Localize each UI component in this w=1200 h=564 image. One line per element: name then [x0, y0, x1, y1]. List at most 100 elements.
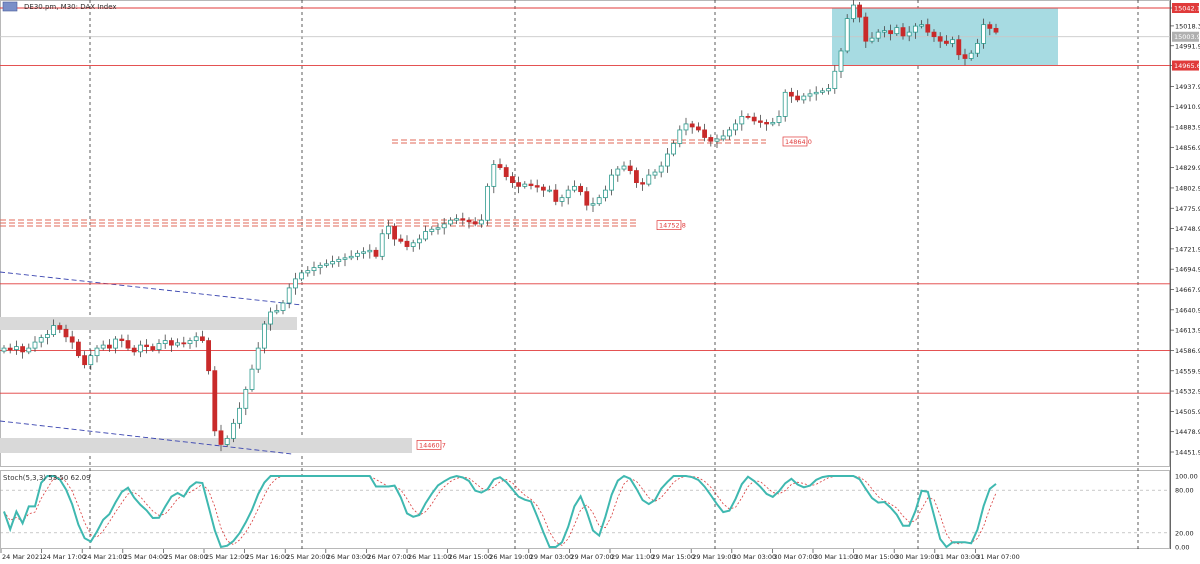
price-tick-label: 14586.9	[1175, 347, 1200, 355]
time-tick-label: 26 Mar 03:00	[327, 553, 370, 561]
candle-bull	[348, 255, 354, 259]
candle-bear	[460, 218, 466, 221]
candle-bull	[981, 24, 986, 44]
price-tick-label: 14694.9	[1175, 266, 1200, 274]
candle-bull	[813, 91, 819, 95]
candle-bear	[181, 342, 187, 345]
chart-title: DE30.pm, M30: DAX Index	[24, 3, 117, 11]
candle-bear	[956, 39, 962, 56]
candle-bull	[572, 185, 577, 191]
candle-bear	[795, 95, 800, 101]
candle-bear	[7, 347, 13, 351]
candle-bull	[894, 27, 900, 35]
price-tick-label: 14937.9	[1175, 83, 1200, 91]
price-tick-label: 14451.9	[1175, 449, 1200, 457]
candle-bull	[875, 31, 881, 39]
candle-bear	[937, 36, 943, 42]
candle-bull	[671, 143, 676, 155]
candle-bull	[88, 355, 94, 366]
candle-bull	[230, 422, 236, 439]
time-tick-label: 29 Mar 07:00	[570, 553, 613, 561]
time-tick-label: 29 Mar 19:00	[692, 553, 735, 561]
candle-bull	[51, 325, 56, 335]
time-tick-label: 24 Mar 2021	[2, 553, 43, 561]
candle-bear	[404, 240, 410, 247]
support-zone-lower	[0, 438, 412, 453]
candle-bear	[993, 27, 999, 33]
candle-bull	[832, 70, 838, 89]
stoch-tick-label: 80.00	[1175, 487, 1194, 495]
candle-bear	[627, 165, 633, 171]
stoch-signal-line	[3, 475, 997, 546]
level-price-labels: 14864.0 14752.8 14460.7	[416, 136, 812, 450]
time-tick-label: 31 Mar 07:00	[976, 553, 1019, 561]
candle-bull	[286, 287, 292, 304]
candle-bull	[491, 164, 497, 187]
candle-bull	[385, 225, 391, 235]
price-tag-text: 15042.1	[1174, 5, 1200, 13]
price-tick-label: 14505.9	[1175, 408, 1200, 416]
candle-bear	[150, 346, 156, 351]
candle-bear	[925, 24, 931, 33]
candle-bear	[76, 341, 81, 357]
price-tick-label: 14667.9	[1175, 286, 1200, 294]
price-tick-label: 14559.9	[1175, 367, 1200, 375]
candle-bull	[683, 123, 689, 131]
candle-bear	[119, 338, 125, 341]
time-tick-label: 24 Mar 21:00	[83, 553, 126, 561]
candle-bull	[323, 263, 329, 266]
time-tick-label: 30 Mar 11:00	[814, 553, 857, 561]
candle-bear	[758, 120, 763, 123]
candle-bull	[658, 165, 664, 173]
candle-bull	[137, 344, 143, 353]
candle-bear	[857, 4, 862, 18]
candle-bear	[168, 340, 174, 346]
candle-bull	[919, 24, 924, 27]
candle-bull	[906, 31, 912, 37]
candle-bull	[45, 334, 50, 338]
time-tick-label: 24 Mar 17:00	[43, 553, 86, 561]
candle-bear	[373, 249, 379, 257]
candle-bear	[509, 176, 515, 184]
candle-bull	[441, 223, 447, 229]
candle-bull	[968, 52, 974, 59]
candle-bear	[82, 355, 87, 366]
candle-bear	[696, 126, 701, 131]
candle-bear	[987, 24, 993, 29]
candle-bull	[770, 122, 776, 125]
candle-bull	[851, 4, 856, 20]
candle-bull	[485, 185, 491, 221]
price-tick-label: 14856.9	[1175, 144, 1200, 152]
candle-bear	[69, 336, 75, 343]
candle-bull	[423, 231, 429, 240]
candle-bull	[807, 93, 813, 97]
candle-bear	[20, 346, 26, 353]
candle-bull	[559, 197, 565, 202]
level-label-text: 14460.7	[419, 441, 446, 449]
current-price-tag	[1172, 31, 1199, 42]
stoch-tick-label: 100.00	[1175, 473, 1198, 481]
candle-bull	[379, 233, 385, 257]
time-tick-label: 26 Mar 11:00	[408, 553, 451, 561]
candle-bear	[497, 164, 503, 168]
time-tick-label: 29 Mar 15:00	[652, 553, 695, 561]
indicator-plot-frame	[0, 470, 1170, 549]
candle-bear	[640, 182, 645, 185]
candle-bull	[547, 189, 552, 192]
price-tick-label: 14748.9	[1175, 225, 1200, 233]
candle-bull	[677, 129, 683, 144]
time-tick-label: 25 Mar 16:00	[246, 553, 289, 561]
candle-bull	[720, 135, 726, 140]
candle-bear	[206, 340, 212, 372]
trend-line-lower	[0, 420, 293, 455]
candle-bull	[280, 302, 286, 311]
time-tick-label: 25 Mar 04:00	[124, 553, 167, 561]
candle-bear	[751, 116, 757, 122]
candle-bear	[125, 340, 131, 349]
candle-bear	[634, 170, 639, 184]
candle-bear	[900, 27, 906, 37]
candle-bull	[714, 138, 720, 142]
candle-bear	[689, 123, 695, 128]
